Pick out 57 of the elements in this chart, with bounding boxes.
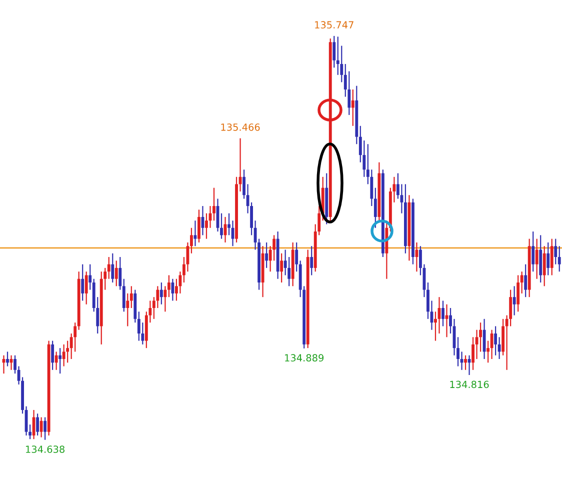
candlestick [265, 242, 268, 268]
candlestick [130, 286, 133, 309]
candlestick [118, 256, 122, 290]
candlestick [164, 286, 167, 312]
candlestick [520, 271, 524, 294]
candlestick [558, 246, 561, 272]
candlestick [171, 278, 174, 302]
annotation: 134.889 [285, 354, 324, 362]
candlestick [310, 246, 314, 276]
annotation: 134.638 [26, 446, 64, 453]
candlestick [535, 238, 538, 280]
candlestick [280, 252, 284, 284]
candlestick [494, 326, 498, 356]
candlestick [442, 300, 444, 327]
annotation: 134.816 [450, 380, 489, 388]
candlestick [532, 230, 535, 272]
candlestick [550, 238, 554, 276]
candlestick [482, 318, 486, 360]
candlestick [198, 209, 200, 243]
candlestick [54, 351, 58, 370]
candlestick [194, 220, 197, 247]
candlestick [516, 274, 520, 312]
candlestick [44, 416, 47, 440]
candlestick [167, 274, 170, 298]
candlestick [36, 413, 40, 436]
candlestick [554, 238, 558, 265]
candlestick [498, 336, 501, 360]
candlestick [546, 242, 550, 276]
candlestick [107, 256, 110, 280]
candlestick [111, 252, 114, 284]
candlestick [81, 264, 84, 302]
candlestick [126, 292, 130, 327]
candlestick [84, 271, 88, 305]
candlestick [58, 348, 62, 374]
candlestick [6, 351, 9, 367]
candlestick [160, 282, 163, 305]
annotation: 135.466 [221, 123, 260, 131]
candlestick [415, 242, 418, 272]
candlestick [464, 354, 467, 370]
candlestick [114, 260, 118, 287]
candlestick [332, 35, 336, 68]
candlestick [32, 409, 36, 440]
candlestick [542, 246, 546, 287]
candlestick [66, 340, 70, 364]
candlestick [51, 340, 54, 370]
candlestick [137, 311, 140, 342]
candlestick [374, 187, 377, 228]
candlestick [88, 264, 92, 290]
candlestick [490, 329, 494, 360]
candlestick [351, 88, 354, 126]
candlestick [524, 264, 528, 298]
candlestick [62, 344, 66, 367]
candlestick [40, 416, 43, 438]
annotation: 135.747 [315, 21, 354, 29]
candlestick [295, 242, 298, 272]
candlestick [512, 286, 516, 316]
candlestick [122, 278, 126, 312]
